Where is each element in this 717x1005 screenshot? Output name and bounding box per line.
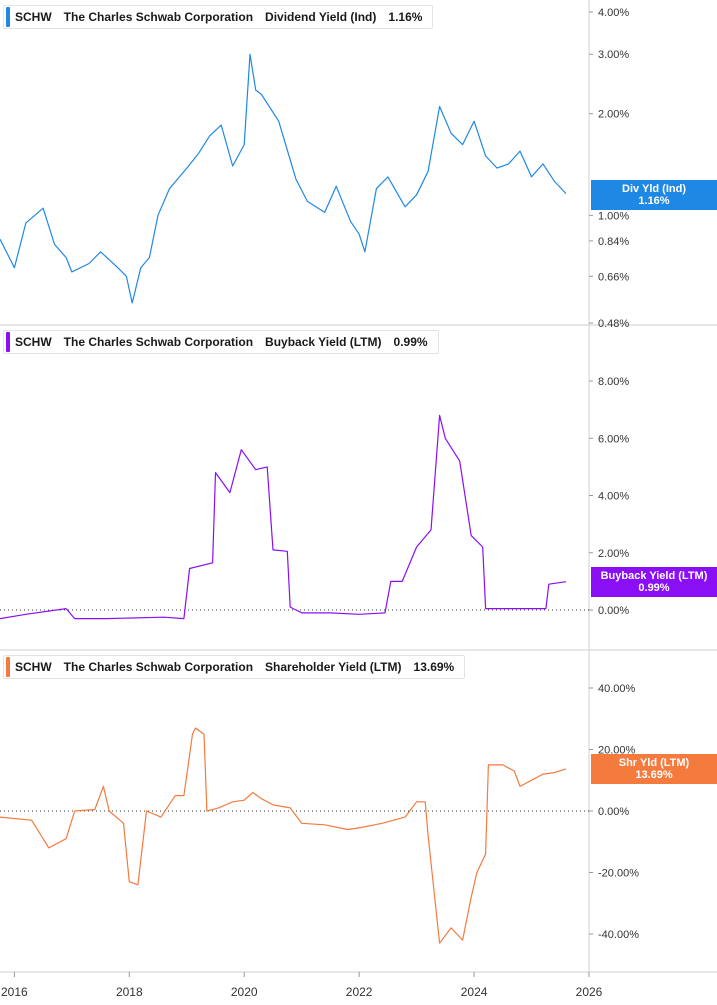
- legend-metric: Shareholder Yield (LTM): [265, 660, 402, 674]
- series-swatch: [6, 657, 10, 677]
- y-tick-label: 1.00%: [598, 210, 629, 222]
- y-tick-label: 0.00%: [598, 605, 629, 617]
- legend-value: 1.16%: [388, 10, 423, 24]
- x-tick-label: 2020: [231, 985, 258, 999]
- tag-label: Div Yld (Ind): [622, 183, 686, 195]
- y-tick-label: -40.00%: [598, 929, 639, 941]
- legend-value: 0.99%: [393, 335, 428, 349]
- x-tick-label: 2016: [1, 985, 28, 999]
- legend-company: The Charles Schwab Corporation: [63, 335, 254, 349]
- legend-ticker: SCHW: [15, 10, 52, 24]
- y-tick-label: 2.00%: [598, 548, 629, 560]
- legend-company: The Charles Schwab Corporation: [63, 660, 254, 674]
- legend-metric: Dividend Yield (Ind): [265, 10, 377, 24]
- y-tick-label: 0.00%: [598, 806, 629, 818]
- legend-ticker: SCHW: [15, 660, 52, 674]
- tag-label: Shr Yld (LTM): [618, 757, 690, 769]
- legend-company: The Charles Schwab Corporation: [63, 10, 254, 24]
- x-tick-label: 2018: [116, 985, 143, 999]
- y-tick-label: 8.00%: [598, 376, 629, 388]
- series-swatch: [6, 7, 10, 27]
- y-tick-label: 0.66%: [598, 271, 629, 283]
- series-line: [0, 53, 567, 304]
- series-swatch: [6, 332, 10, 352]
- legend-ticker: SCHW: [15, 335, 52, 349]
- current-value-tag-shareholder: Shr Yld (LTM) 13.69%: [591, 754, 717, 784]
- current-value-tag-buyback: Buyback Yield (LTM) 0.99%: [591, 567, 717, 597]
- y-tick-label: 20.00%: [598, 745, 636, 757]
- y-tick-label: 4.00%: [598, 7, 629, 19]
- tag-value: 1.16%: [638, 195, 670, 207]
- legend-dividend-yield: SCHW The Charles Schwab Corporation Divi…: [3, 5, 434, 29]
- series-line: [0, 727, 567, 944]
- y-tick-label: 3.00%: [598, 49, 629, 61]
- tag-value: 0.99%: [638, 582, 670, 594]
- x-tick-label: 2026: [576, 985, 603, 999]
- y-tick-label: 6.00%: [598, 433, 629, 445]
- y-tick-label: 4.00%: [598, 491, 629, 503]
- tag-value: 13.69%: [635, 769, 673, 781]
- series-line: [0, 414, 567, 620]
- legend-shareholder-yield: SCHW The Charles Schwab Corporation Shar…: [3, 655, 466, 679]
- legend-buyback-yield: SCHW The Charles Schwab Corporation Buyb…: [3, 330, 439, 354]
- current-value-tag-dividend: Div Yld (Ind) 1.16%: [591, 180, 717, 210]
- legend-metric: Buyback Yield (LTM): [265, 335, 382, 349]
- y-tick-label: 0.84%: [598, 236, 629, 248]
- y-tick-label: 40.00%: [598, 683, 636, 695]
- y-tick-label: -20.00%: [598, 868, 639, 880]
- tag-label: Buyback Yield (LTM): [600, 570, 708, 582]
- y-tick-label: 0.48%: [598, 318, 629, 330]
- x-tick-label: 2024: [461, 985, 488, 999]
- legend-value: 13.69%: [413, 660, 455, 674]
- x-tick-label: 2022: [346, 985, 373, 999]
- y-tick-label: 2.00%: [598, 109, 629, 121]
